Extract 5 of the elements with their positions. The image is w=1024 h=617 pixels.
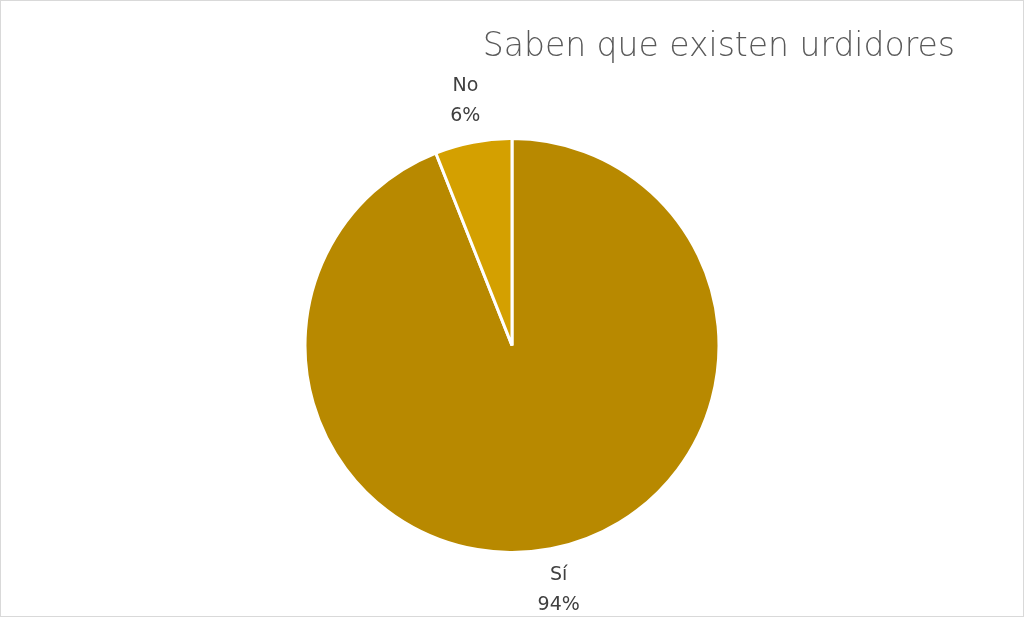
chart-title: Saben que existen urdidores — [482, 25, 955, 64]
data-label: 6% — [450, 102, 481, 125]
slice-label: No — [452, 72, 479, 95]
data-label: 94% — [537, 592, 580, 615]
slice-label: Sí — [549, 562, 569, 585]
